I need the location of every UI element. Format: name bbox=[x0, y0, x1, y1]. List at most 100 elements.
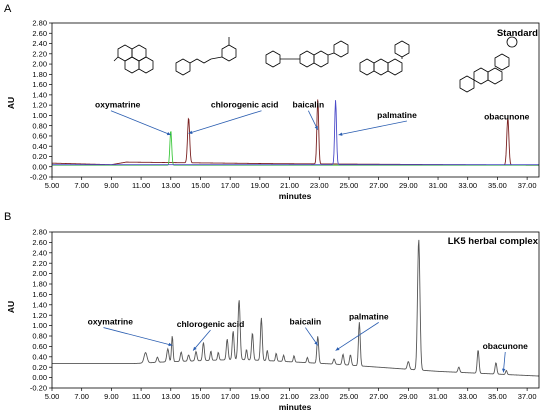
peak-arrowhead bbox=[188, 130, 193, 134]
baicalin-structure-icon bbox=[265, 40, 349, 68]
y-tick-label: -0.20 bbox=[30, 173, 47, 182]
y-tick-label: 2.20 bbox=[32, 49, 47, 58]
panel-a-plot-frame bbox=[51, 22, 540, 178]
peak-arrow bbox=[110, 110, 171, 136]
x-tick-label: 17.00 bbox=[221, 181, 240, 190]
y-tick-label: 2.80 bbox=[32, 228, 47, 237]
peak-arrow bbox=[335, 322, 379, 351]
x-tick-label: 17.00 bbox=[221, 392, 240, 401]
peak-label: obacunone bbox=[483, 341, 529, 351]
y-tick-label: 0.00 bbox=[32, 373, 47, 382]
y-tick-label: 2.40 bbox=[32, 39, 47, 48]
x-tick-label: 5.00 bbox=[45, 392, 60, 401]
y-tick-label: 0.80 bbox=[32, 332, 47, 341]
x-tick-label: 5.00 bbox=[45, 181, 60, 190]
panel-a-traces bbox=[51, 99, 539, 166]
y-tick-label: 0.40 bbox=[32, 142, 47, 151]
panel-a-annotations: oxymatrine chlorogenic acid baicalin palmat… bbox=[95, 100, 530, 136]
x-tick-label: 35.00 bbox=[488, 392, 507, 401]
y-tick-label: 1.80 bbox=[32, 280, 47, 289]
x-tick-label: 29.00 bbox=[399, 181, 418, 190]
peak-arrow bbox=[305, 327, 319, 346]
x-tick-label: 13.00 bbox=[161, 181, 180, 190]
panel-b-ylabel: AU bbox=[6, 301, 16, 313]
panel-b-plot-frame bbox=[51, 231, 540, 389]
peak-label: palmatine bbox=[349, 311, 389, 321]
peak-label: oxymatrine bbox=[95, 100, 141, 110]
panel-b-annotations: oxymatrine chlorogenic acid baicalin palmat… bbox=[88, 311, 529, 373]
y-tick-label: 0.80 bbox=[32, 121, 47, 130]
y-tick-label: 0.60 bbox=[32, 342, 47, 351]
y-tick-label: 1.60 bbox=[32, 290, 47, 299]
y-tick-label: 2.40 bbox=[32, 248, 47, 257]
y-tick-label: 2.60 bbox=[32, 29, 47, 38]
x-tick-label: 13.00 bbox=[161, 392, 180, 401]
peak-label: baicalin bbox=[290, 317, 322, 327]
peak-arrowhead bbox=[338, 132, 343, 136]
peak-arrow bbox=[103, 327, 173, 346]
y-tick-label: 2.80 bbox=[32, 19, 47, 28]
peak-arrowhead bbox=[168, 342, 173, 347]
x-tick-label: 7.00 bbox=[74, 392, 89, 401]
oxymatrine-structure-icon bbox=[113, 44, 154, 74]
x-tick-label: 15.00 bbox=[191, 181, 210, 190]
peak-arrowhead bbox=[314, 125, 318, 130]
peak-arrow bbox=[338, 120, 408, 136]
x-tick-label: 37.00 bbox=[518, 392, 537, 401]
x-tick-label: 31.00 bbox=[429, 181, 448, 190]
peak-label: obacunone bbox=[484, 112, 530, 122]
x-tick-label: 23.00 bbox=[310, 181, 329, 190]
x-tick-label: 23.00 bbox=[310, 392, 329, 401]
panel-a: A Standard AU minutes 5.00 7.00 9.00 11.00 1… bbox=[4, 3, 540, 201]
x-tick-label: 11.00 bbox=[132, 392, 150, 401]
y-tick-label: 2.20 bbox=[32, 259, 47, 268]
y-tick-label: 0.60 bbox=[32, 132, 47, 141]
panel-a-yticks: -0.20 0.000.200.400.60 0.801.001.20 1.401.6… bbox=[30, 19, 52, 182]
panel-a-title: Standard bbox=[497, 28, 538, 39]
x-tick-label: 27.00 bbox=[369, 181, 388, 190]
y-tick-label: 1.80 bbox=[32, 70, 47, 79]
peak-arrow bbox=[188, 110, 262, 134]
y-tick-label: 1.40 bbox=[32, 90, 47, 99]
panel-b-title: LK5 herbal complex bbox=[448, 236, 539, 247]
x-tick-label: 9.00 bbox=[104, 181, 119, 190]
x-tick-label: 31.00 bbox=[429, 392, 448, 401]
y-tick-label: 1.20 bbox=[32, 311, 47, 320]
x-tick-label: 29.00 bbox=[399, 392, 418, 401]
palmatine-structure-icon bbox=[359, 40, 410, 76]
peak-label: oxymatrine bbox=[88, 317, 134, 327]
peak-label: chlorogenic acid bbox=[211, 100, 279, 110]
x-tick-label: 19.00 bbox=[250, 392, 269, 401]
peak-arrowhead bbox=[166, 131, 171, 136]
x-tick-label: 11.00 bbox=[132, 181, 150, 190]
x-tick-label: 35.00 bbox=[488, 181, 507, 190]
y-tick-label: 1.20 bbox=[32, 101, 47, 110]
y-tick-label: 0.20 bbox=[32, 363, 47, 372]
panel-a-xticks: 5.00 7.00 9.00 11.00 13.00 15.00 17.00 19.00 21.… bbox=[45, 177, 537, 190]
panel-a-letter: A bbox=[4, 3, 12, 15]
peak-arrowhead bbox=[314, 341, 318, 346]
peak-arrowhead bbox=[335, 347, 340, 351]
peak-arrowhead bbox=[501, 368, 506, 373]
y-tick-label: 1.60 bbox=[32, 80, 47, 89]
y-tick-label: 2.00 bbox=[32, 60, 47, 69]
panel-b-traces bbox=[52, 239, 540, 377]
y-tick-label: 0.40 bbox=[32, 352, 47, 361]
peak-arrowhead bbox=[193, 346, 197, 351]
panel-b-xlabel: minutes bbox=[279, 402, 312, 412]
x-tick-label: 33.00 bbox=[458, 392, 477, 401]
peak-arrow bbox=[192, 329, 211, 351]
x-tick-label: 15.00 bbox=[191, 392, 210, 401]
panel-a-series-line bbox=[52, 131, 539, 166]
panel-b-series-line bbox=[52, 239, 540, 377]
panel-a-series-line bbox=[52, 100, 539, 166]
panel-b-yticks: -0.20 0.000.20 0.400.600.80 1.001.20 1.401.6… bbox=[30, 228, 52, 393]
obacunone-structure-icon bbox=[459, 36, 518, 93]
y-tick-label: -0.20 bbox=[30, 384, 47, 393]
peak-label: chlorogenic acid bbox=[177, 319, 245, 329]
y-tick-label: 0.20 bbox=[32, 152, 47, 161]
panel-a-xlabel: minutes bbox=[279, 191, 312, 201]
y-tick-label: 2.00 bbox=[32, 269, 47, 278]
